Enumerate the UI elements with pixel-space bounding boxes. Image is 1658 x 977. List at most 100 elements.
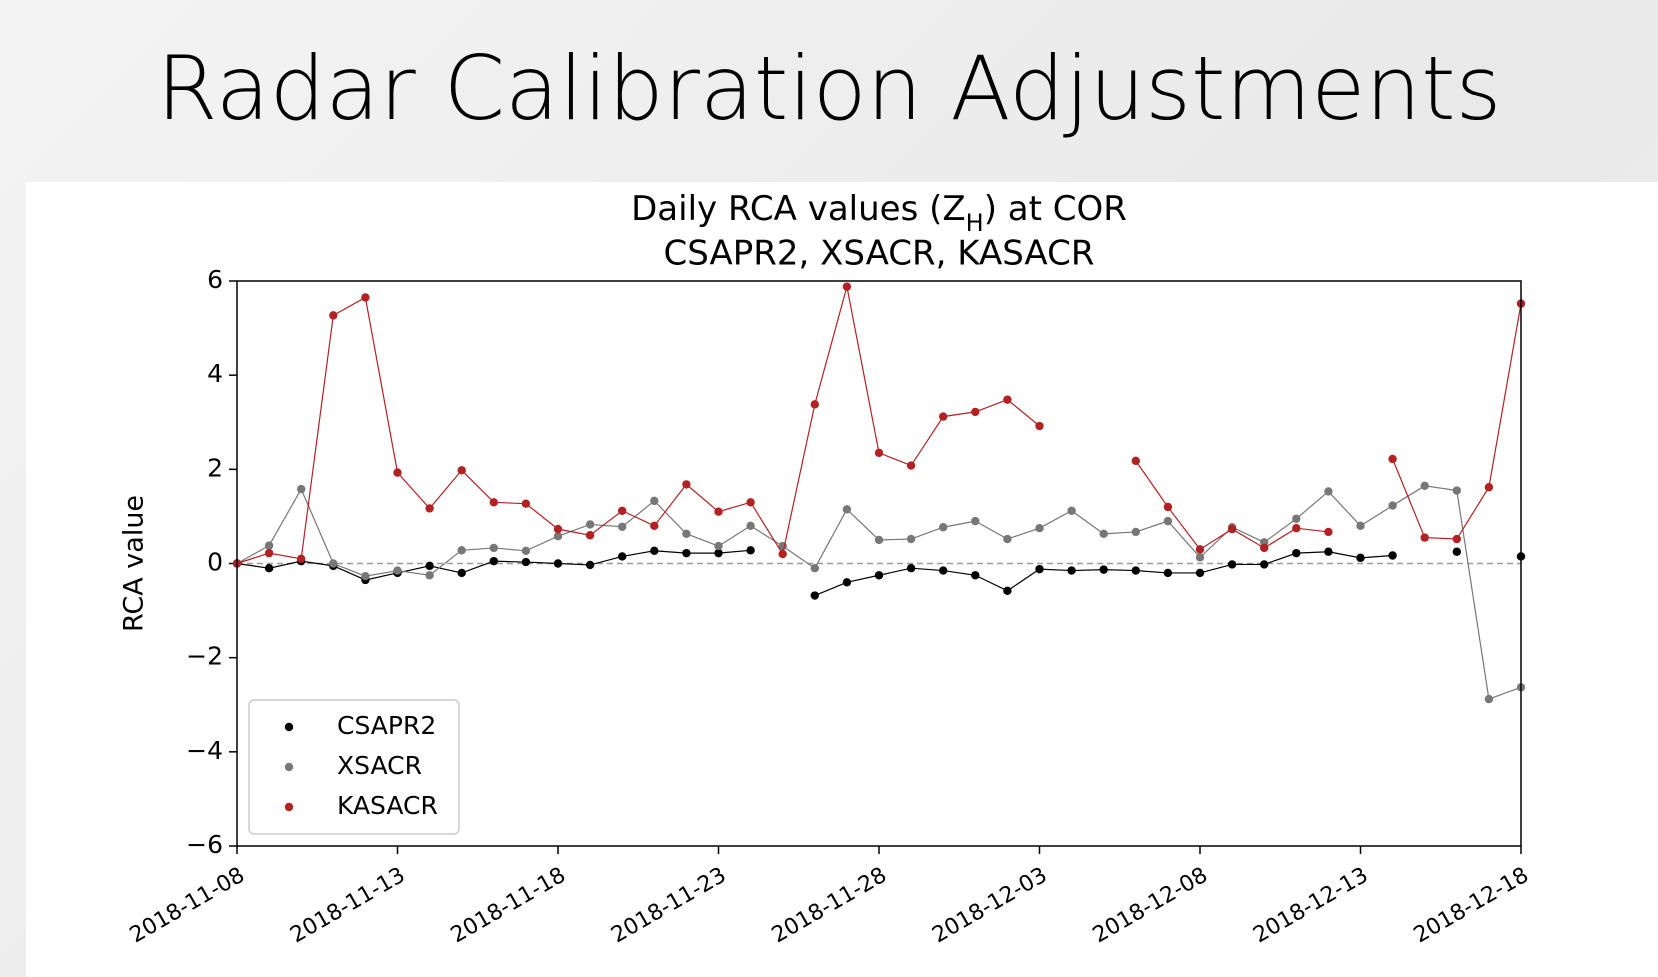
data-point xyxy=(393,468,402,477)
data-point xyxy=(939,523,948,532)
data-point xyxy=(906,534,916,544)
data-point xyxy=(264,541,274,550)
data-point xyxy=(1324,487,1333,496)
data-point xyxy=(906,461,916,470)
data-point xyxy=(650,496,659,506)
data-point xyxy=(1452,534,1462,544)
data-point xyxy=(297,484,306,494)
data-point xyxy=(939,412,948,421)
data-point xyxy=(810,400,819,409)
data-point xyxy=(1195,545,1205,554)
data-point xyxy=(1324,527,1333,537)
data-point xyxy=(1163,568,1173,578)
data-point xyxy=(650,546,659,555)
data-point xyxy=(329,559,338,568)
data-point xyxy=(1227,524,1237,534)
y-tick-label: −2 xyxy=(186,642,223,671)
y-tick-label: 6 xyxy=(207,265,223,294)
data-point xyxy=(810,564,819,573)
data-point xyxy=(553,524,563,534)
data-point xyxy=(1292,548,1301,558)
data-point xyxy=(553,559,563,568)
data-point xyxy=(1035,523,1044,533)
data-point xyxy=(521,499,531,508)
y-tick-label: 2 xyxy=(207,453,223,482)
data-point xyxy=(939,566,948,575)
plot-frame xyxy=(236,280,1522,847)
data-point xyxy=(778,549,787,559)
data-point xyxy=(874,535,884,545)
data-point xyxy=(361,572,370,581)
data-point xyxy=(714,541,723,551)
data-point xyxy=(1420,481,1429,491)
y-tick-label: 4 xyxy=(207,359,223,388)
data-point xyxy=(1292,523,1301,533)
data-point xyxy=(618,522,627,531)
data-point xyxy=(1452,547,1462,556)
chart-panel xyxy=(26,182,1658,977)
data-point xyxy=(682,480,691,489)
data-point xyxy=(1035,564,1044,574)
data-point xyxy=(1452,486,1462,495)
data-point xyxy=(1003,586,1012,596)
data-point xyxy=(874,448,884,458)
data-point xyxy=(297,554,306,563)
data-point xyxy=(585,531,595,540)
data-point xyxy=(1099,529,1108,539)
data-point xyxy=(682,548,691,558)
title-part: H xyxy=(966,209,984,237)
data-point xyxy=(1356,521,1365,531)
data-point xyxy=(393,566,402,575)
data-point xyxy=(457,466,466,475)
data-point xyxy=(1484,483,1494,492)
chart-subtitle: CSAPR2, XSACR, KASACR xyxy=(664,234,1095,274)
y-tick-label: −6 xyxy=(186,830,223,859)
data-point xyxy=(746,521,755,531)
title-part: ) at COR xyxy=(984,189,1127,229)
data-point xyxy=(329,311,338,320)
data-point xyxy=(1324,547,1333,556)
data-point xyxy=(1003,534,1012,544)
data-point xyxy=(1388,551,1397,560)
data-point xyxy=(1388,454,1397,464)
data-point xyxy=(906,564,916,573)
data-point xyxy=(1035,421,1044,431)
data-point xyxy=(618,506,627,515)
data-point xyxy=(714,507,723,516)
data-point xyxy=(1163,502,1173,512)
data-point xyxy=(842,505,852,514)
data-point xyxy=(1099,565,1108,574)
data-point xyxy=(971,516,980,526)
data-point xyxy=(425,561,434,571)
legend-marker xyxy=(284,802,294,812)
y-axis-label: RCA value xyxy=(119,495,150,632)
data-point xyxy=(1131,456,1141,466)
data-point xyxy=(1131,527,1141,537)
data-point xyxy=(264,564,274,573)
data-point xyxy=(682,529,691,539)
data-point xyxy=(746,546,755,555)
data-point xyxy=(489,556,498,566)
data-point xyxy=(1388,501,1397,510)
data-point xyxy=(489,498,498,507)
data-point xyxy=(521,546,531,555)
chart-title: Daily RCA values (ZH) at COR xyxy=(631,189,1127,238)
title-part: Daily RCA values (Z xyxy=(631,189,966,229)
data-point xyxy=(874,571,884,580)
data-point xyxy=(425,571,434,580)
legend-label: XSACR xyxy=(337,751,422,780)
data-point xyxy=(553,531,563,541)
data-point xyxy=(1356,553,1365,563)
data-point xyxy=(1420,533,1429,542)
legend-marker xyxy=(284,762,294,772)
data-point xyxy=(585,560,595,570)
data-point xyxy=(1260,560,1269,569)
legend-label: CSAPR2 xyxy=(337,711,436,740)
legend-label: KASACR xyxy=(337,791,438,820)
data-point xyxy=(1195,553,1205,562)
data-point xyxy=(1195,568,1205,578)
data-point xyxy=(1227,560,1237,569)
y-tick-label: −4 xyxy=(186,736,223,765)
data-point xyxy=(1163,516,1173,526)
